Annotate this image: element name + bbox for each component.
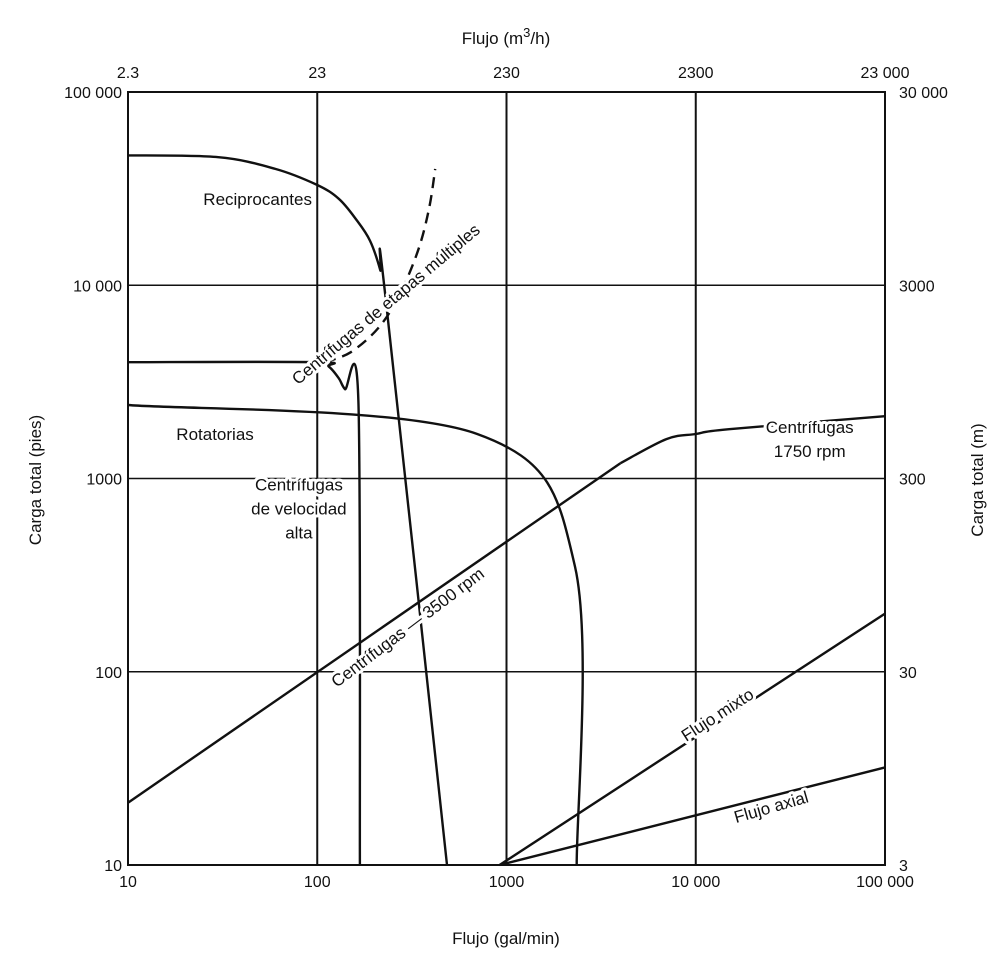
- series-curve-2: [324, 168, 437, 364]
- curve-label-halo: Rotatorias: [176, 425, 253, 444]
- curve-label-halo: 1750 rpm: [774, 442, 846, 461]
- x-top-title-sup: 3: [523, 25, 530, 40]
- curve-label-text: Rotatorias: [176, 425, 253, 444]
- y-right-tick-label: 30: [899, 665, 917, 682]
- y-right-tick-label: 3000: [899, 278, 935, 295]
- x-bottom-tick-label: 100: [304, 874, 331, 891]
- series-curve-3: [127, 360, 362, 866]
- curve-label-halo: alta: [285, 523, 313, 542]
- y-left-axis-title: Carga total (pies): [26, 415, 45, 545]
- curve-label-text: Flujo mixto: [678, 685, 757, 746]
- series-curve-6: [127, 462, 622, 804]
- x-bottom-axis-title: Flujo (gal/min): [452, 929, 560, 948]
- curve-label-halo: de velocidad: [251, 499, 346, 518]
- series-curve-1: [127, 154, 449, 866]
- y-left-tick-label: 10: [104, 858, 122, 875]
- y-right-tick-label: 30 000: [899, 85, 948, 102]
- x-top-tick-label: 230: [493, 65, 520, 82]
- curve-label-text: Reciprocantes: [203, 190, 312, 209]
- curve-label-text: de velocidad: [251, 499, 346, 518]
- x-top-tick-label: 23: [308, 65, 326, 82]
- x-top-title-main: Flujo (m: [462, 29, 523, 48]
- x-bottom-tick-label: 100 000: [856, 874, 914, 891]
- curve-label-text: Centrífugas: [255, 475, 343, 494]
- x-top-axis-title: Flujo (m3/h): [462, 25, 550, 48]
- series-curve-7: [498, 612, 886, 867]
- curve-label-text: Centrífugas: [766, 418, 854, 437]
- x-top-tick-label: 2.3: [117, 65, 139, 82]
- x-bottom-tick-label: 1000: [489, 874, 525, 891]
- y-right-axis-title: Carga total (m): [968, 423, 987, 536]
- series-curve-8: [499, 766, 886, 867]
- x-bottom-tick-label: 10: [119, 874, 137, 891]
- series-curve-5: [619, 415, 886, 465]
- y-left-tick-label: 10 000: [73, 278, 122, 295]
- series-layer: [127, 154, 886, 867]
- x-bottom-tick-label: 10 000: [671, 874, 720, 891]
- curve-label-text: alta: [285, 523, 313, 542]
- y-right-tick-label: 3: [899, 858, 908, 875]
- x-top-title-tail: /h): [530, 29, 550, 48]
- y-left-tick-label: 100 000: [64, 85, 122, 102]
- curve-label-halo: Centrífugas: [766, 418, 854, 437]
- x-top-tick-label: 23 000: [861, 65, 910, 82]
- y-right-tick-label: 300: [899, 472, 926, 489]
- y-left-tick-label: 1000: [86, 472, 122, 489]
- y-left-tick-label: 100: [95, 665, 122, 682]
- curve-label-halo: Reciprocantes: [203, 190, 312, 209]
- x-top-tick-label: 2300: [678, 65, 714, 82]
- curve-label-text: Flujo axial: [732, 788, 811, 827]
- curve-label-halo: Centrífugas: [255, 475, 343, 494]
- curve-label-text: 1750 rpm: [774, 442, 846, 461]
- series-curve-4: [127, 403, 584, 866]
